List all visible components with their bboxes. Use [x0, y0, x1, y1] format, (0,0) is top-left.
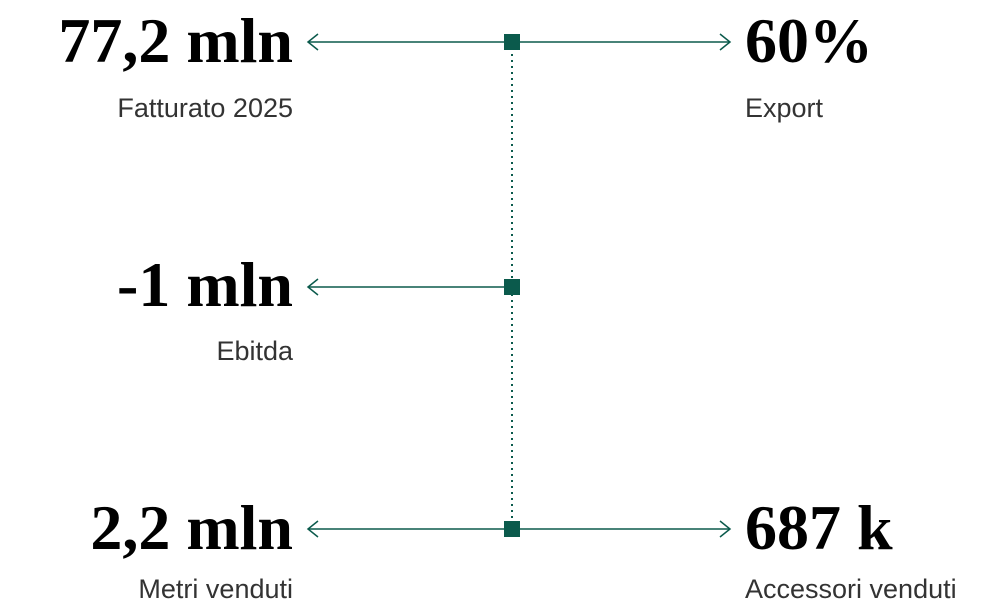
metric-label: Ebitda [216, 336, 294, 366]
metric-value: -1 mln [117, 249, 293, 320]
arrow-head [306, 520, 319, 538]
arrow-head [719, 520, 732, 538]
node [504, 521, 520, 537]
node [504, 279, 520, 295]
metric-label: Accessori venduti [745, 574, 957, 604]
arrow-head [306, 33, 319, 51]
metric-label: Export [745, 93, 824, 123]
metric-label: Fatturato 2025 [117, 93, 293, 123]
metric-label: Metri venduti [138, 574, 293, 604]
node [504, 34, 520, 50]
arrow-head [306, 278, 319, 296]
metric-value: 60% [745, 5, 873, 76]
metric-value: 687 k [745, 492, 893, 563]
metric-value: 2,2 mln [90, 492, 293, 563]
arrow-head [719, 33, 732, 51]
metric-value: 77,2 mln [58, 5, 293, 76]
